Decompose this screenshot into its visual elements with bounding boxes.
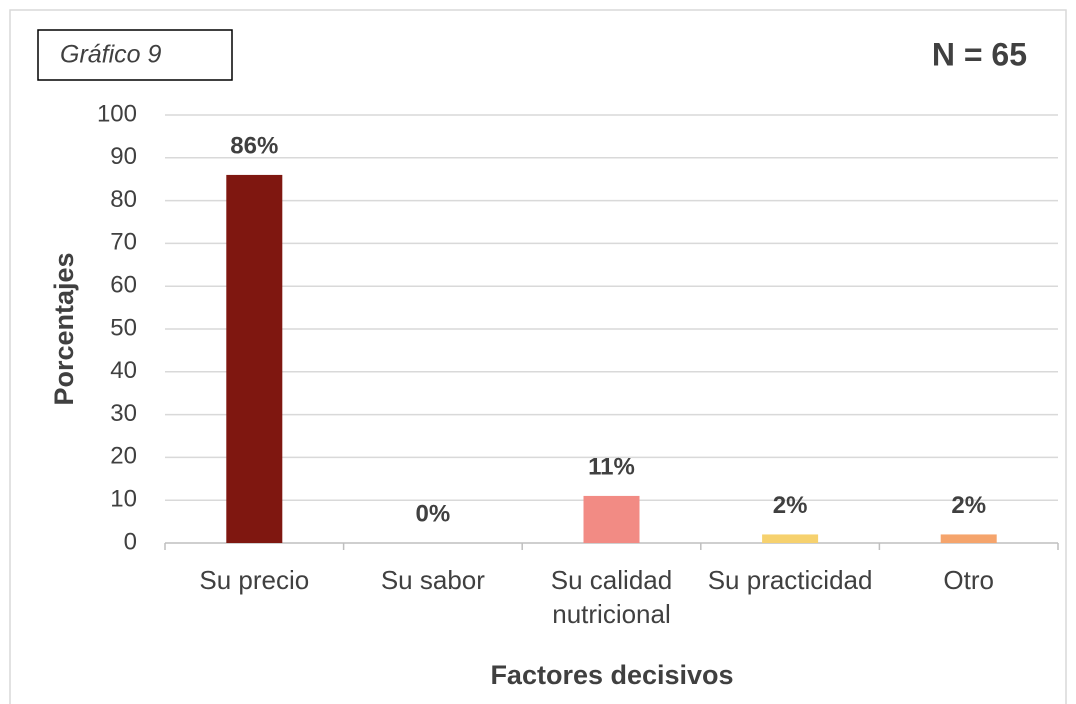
y-tick-label: 40 xyxy=(110,357,137,384)
chart-frame xyxy=(9,9,1067,704)
bar xyxy=(226,174,283,544)
y-tick-label: 80 xyxy=(110,186,137,213)
data-label: 11% xyxy=(588,453,635,480)
y-tick-label: 70 xyxy=(110,229,137,256)
data-label: 86% xyxy=(230,132,278,159)
data-label: 0% xyxy=(416,500,451,527)
x-tick-label: Su sabor xyxy=(380,565,485,595)
y-tick-label: 60 xyxy=(110,272,137,299)
x-tick-label: Su calidad nutricional xyxy=(550,565,673,629)
y-tick-label: 50 xyxy=(110,314,137,341)
y-tick-label: 0 xyxy=(124,528,137,555)
chart-title: Gráfico 9 xyxy=(60,41,162,69)
x-tick-label: Su practicidad xyxy=(707,565,873,595)
x-tick-label: Su precio xyxy=(199,565,310,595)
y-axis-title: Porcentajes xyxy=(49,252,79,405)
bar xyxy=(583,495,640,543)
y-tick-label: 20 xyxy=(110,443,137,470)
title-box xyxy=(37,29,233,81)
data-label: 2% xyxy=(773,492,808,519)
y-tick-label: 100 xyxy=(97,100,137,127)
x-tick-label: Otro xyxy=(943,565,994,595)
chart-subtitle: N = 65 xyxy=(932,36,1027,72)
bar xyxy=(940,534,997,543)
bar xyxy=(762,534,819,543)
data-label: 2% xyxy=(951,492,986,519)
y-tick-label: 90 xyxy=(110,143,137,170)
y-tick-label: 10 xyxy=(110,486,137,513)
y-tick-label: 30 xyxy=(110,400,137,427)
x-axis-title: Factores decisivos xyxy=(490,660,733,690)
